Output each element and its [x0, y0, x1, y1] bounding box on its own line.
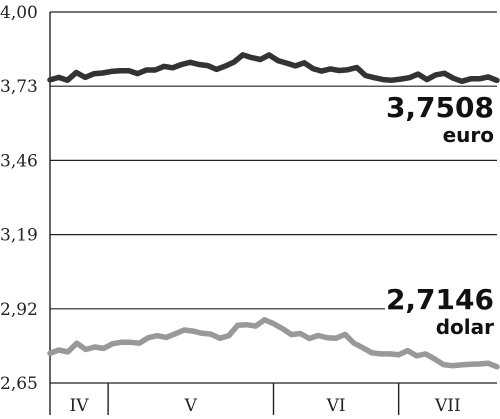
y-tick-label: 4,00 — [0, 3, 38, 23]
y-tick-label: 2,65 — [0, 374, 38, 394]
month-label: V — [184, 396, 198, 416]
series-lines — [47, 52, 500, 370]
y-tick-label: 2,92 — [0, 300, 38, 320]
series-name-euro: euro — [443, 123, 494, 147]
month-label: IV — [70, 396, 90, 416]
y-tick-label: 3,19 — [0, 226, 38, 246]
y-axis: 4,00 3,73 3,46 3,19 2,92 2,65 — [0, 3, 51, 415]
series-name-dolar: dolar — [436, 315, 494, 339]
month-label: VII — [434, 396, 461, 416]
value-label-background — [385, 90, 497, 148]
series-line-dolar — [47, 317, 500, 370]
y-tick-label: 3,73 — [0, 77, 38, 97]
y-tick-label: 3,46 — [0, 151, 38, 171]
series-value-dolar: 2,7146 — [386, 283, 494, 316]
x-axis-months: IV V VI VII — [70, 383, 461, 416]
month-label: VI — [326, 396, 346, 416]
series-value-euro: 3,7508 — [386, 91, 494, 124]
series-line-euro — [47, 52, 500, 85]
value-label-background — [385, 283, 497, 341]
